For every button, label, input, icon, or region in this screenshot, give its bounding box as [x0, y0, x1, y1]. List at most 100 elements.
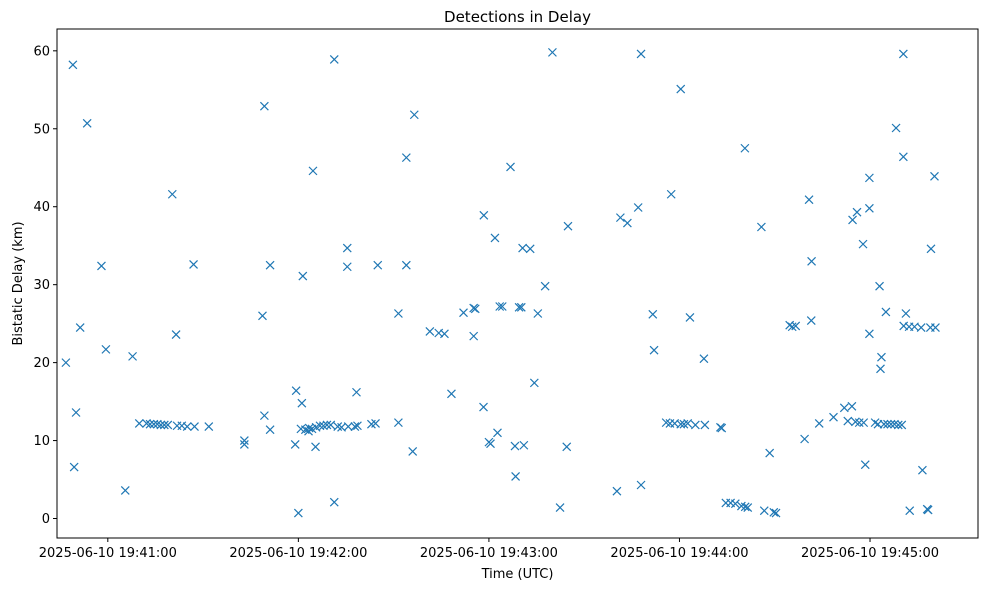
data-point: [497, 302, 507, 311]
data-point: [258, 311, 267, 321]
data-point: [806, 316, 816, 325]
data-point: [298, 271, 308, 281]
data-point: [905, 506, 915, 516]
data-point: [156, 420, 166, 430]
data-point: [916, 323, 926, 332]
data-point: [239, 440, 249, 449]
data-point: [612, 486, 622, 496]
y-tick-label: 0: [42, 512, 50, 527]
data-point: [239, 436, 249, 445]
data-point: [516, 302, 526, 312]
data-point: [204, 422, 214, 431]
data-point: [128, 351, 138, 361]
data-point: [425, 327, 435, 336]
data-point: [511, 471, 521, 481]
data-point: [676, 419, 686, 429]
data-point: [864, 329, 874, 339]
data-point: [893, 420, 903, 430]
data-point: [514, 302, 524, 312]
data-point: [898, 49, 908, 59]
data-point: [75, 323, 85, 332]
data-point: [61, 358, 71, 368]
data-point: [71, 408, 81, 417]
data-point: [876, 364, 885, 374]
data-point: [843, 416, 853, 426]
data-point: [676, 84, 686, 94]
data-point: [145, 419, 155, 429]
data-point: [717, 423, 727, 433]
data-point: [142, 418, 151, 428]
data-point: [291, 386, 301, 396]
y-axis-title: Bistatic Delay (km): [11, 221, 26, 345]
y-tick-label: 20: [33, 356, 50, 371]
data-point: [879, 419, 889, 429]
data-point: [854, 418, 864, 428]
data-point: [322, 420, 332, 430]
data-point: [163, 420, 173, 430]
data-point: [555, 503, 565, 513]
data-point: [685, 312, 695, 322]
data-point: [518, 243, 528, 253]
data-point: [393, 309, 403, 318]
data-point: [486, 439, 495, 449]
data-point: [901, 309, 911, 318]
data-point: [839, 403, 849, 413]
data-point: [401, 153, 411, 163]
x-tick-label: 2025-06-10 19:41:00: [39, 546, 177, 561]
x-tick-label: 2025-06-10 19:44:00: [610, 546, 748, 561]
data-point: [898, 152, 908, 162]
y-tick-label: 10: [33, 434, 50, 449]
data-point: [342, 243, 352, 253]
data-point: [408, 447, 418, 456]
data-point: [352, 387, 361, 397]
x-axis-title: Time (UTC): [481, 567, 554, 582]
data-point: [852, 207, 862, 217]
data-point: [343, 422, 353, 431]
plot-area-frame: [56, 28, 979, 539]
data-point: [101, 344, 111, 354]
data-point: [877, 352, 886, 362]
data-markers: [61, 47, 940, 518]
data-point: [636, 49, 646, 59]
data-point: [459, 308, 468, 318]
data-point: [326, 420, 336, 430]
data-point: [622, 218, 632, 228]
data-point: [648, 309, 658, 319]
data-point: [931, 323, 940, 332]
data-point: [881, 307, 891, 317]
data-point: [858, 239, 868, 249]
data-point: [519, 440, 529, 450]
data-point: [875, 281, 884, 291]
data-point: [864, 173, 874, 183]
data-point: [870, 418, 880, 428]
data-point: [787, 322, 797, 332]
data-point: [297, 398, 307, 408]
data-point: [769, 507, 779, 517]
data-point: [548, 47, 557, 57]
data-point: [97, 261, 106, 271]
data-point: [149, 419, 159, 429]
data-point: [469, 331, 479, 341]
data-point: [159, 420, 169, 430]
data-point: [290, 440, 300, 449]
data-point: [259, 411, 269, 421]
data-point: [771, 508, 781, 518]
data-point: [329, 497, 339, 507]
data-point: [171, 330, 181, 339]
data-point: [265, 425, 275, 435]
data-point: [814, 418, 824, 428]
data-point: [120, 486, 130, 495]
data-point: [926, 244, 936, 254]
data-point: [401, 260, 411, 270]
data-point: [167, 189, 177, 199]
data-point: [740, 502, 750, 512]
x-tick-label: 2025-06-10 19:42:00: [229, 546, 367, 561]
data-point: [315, 421, 325, 431]
data-point: [666, 189, 676, 199]
data-point: [848, 215, 857, 225]
data-point: [529, 378, 539, 388]
data-point: [700, 420, 710, 430]
data-point: [82, 118, 92, 128]
data-point: [506, 162, 515, 172]
data-point: [493, 428, 502, 438]
